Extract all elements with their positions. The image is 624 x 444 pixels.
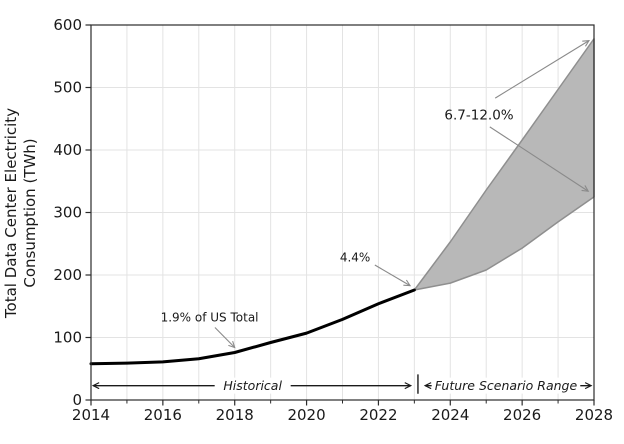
axes: 2014 2016 2018 2020 2022 2024 2026 2028 0 100 200 3… [53, 16, 613, 424]
y-axis-tick-label: 200 [53, 266, 82, 284]
annotations: 1.9% of US Total 4.4% 6.7-12.0% Historical F… [93, 39, 591, 394]
y-axis-tick-label: 600 [53, 16, 82, 34]
x-axis-tick-label: 2020 [287, 406, 325, 424]
x-axis-tick-label: 2018 [216, 406, 254, 424]
y-axis-tick-label: 500 [53, 79, 82, 97]
annotation-text: 1.9% of US Total [161, 310, 259, 324]
range-marker-label: Future Scenario Range [435, 378, 578, 393]
x-axis-tick-label: 2022 [359, 406, 397, 424]
x-axis-tick-label: 2016 [144, 406, 182, 424]
y-axis-label-line1: Total Data Center Electricity [2, 108, 20, 319]
annotation-text: 6.7-12.0% [444, 108, 513, 124]
range-marker-label-bg [431, 377, 581, 394]
y-axis-label-line2: Consumption (TWh) [21, 138, 39, 287]
future-range-band [413, 38, 595, 291]
range-marker-label: Historical [223, 378, 282, 393]
y-axis-tick-label: 0 [72, 391, 82, 409]
y-axis-tick-label: 300 [53, 204, 82, 222]
annotation-arrow [374, 264, 412, 287]
y-axis-tick-label: 100 [53, 329, 82, 347]
annotation-arrow [214, 327, 236, 349]
annotation-text: 4.4% [340, 250, 371, 264]
future-range-band-layer [413, 38, 595, 291]
annotation-arrow [494, 39, 591, 99]
range-marker-label-bg [214, 377, 291, 394]
x-axis-tick-label: 2024 [431, 406, 469, 424]
historical-line-layer [89, 288, 416, 366]
historical-line [89, 288, 416, 366]
x-axis-tick-label: 2014 [72, 406, 110, 424]
x-axis-tick-label: 2028 [575, 406, 613, 424]
y-axis-tick-label: 400 [53, 141, 82, 159]
x-axis-tick-label: 2026 [503, 406, 541, 424]
annotation-arrow [489, 126, 590, 192]
